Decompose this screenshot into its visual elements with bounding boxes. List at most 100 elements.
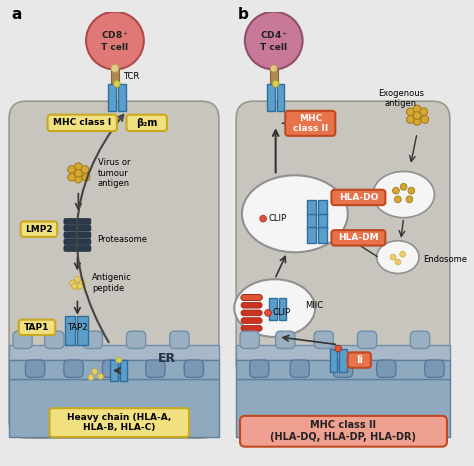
Bar bbox=[9, 360, 219, 379]
Bar bbox=[277, 84, 284, 111]
Circle shape bbox=[74, 276, 80, 282]
FancyBboxPatch shape bbox=[241, 295, 262, 301]
FancyBboxPatch shape bbox=[331, 230, 385, 246]
FancyBboxPatch shape bbox=[127, 115, 167, 131]
Circle shape bbox=[335, 345, 342, 352]
FancyBboxPatch shape bbox=[276, 331, 295, 349]
Text: CD8$^+$
T cell: CD8$^+$ T cell bbox=[101, 29, 129, 52]
FancyBboxPatch shape bbox=[64, 226, 91, 231]
FancyBboxPatch shape bbox=[240, 331, 259, 349]
Circle shape bbox=[413, 112, 421, 119]
Text: HLA-DO: HLA-DO bbox=[339, 193, 378, 202]
Text: CLIP: CLIP bbox=[273, 308, 291, 317]
Circle shape bbox=[98, 374, 103, 379]
Text: HLA-DM: HLA-DM bbox=[338, 233, 379, 242]
Bar bbox=[318, 227, 327, 243]
Circle shape bbox=[413, 105, 421, 113]
Circle shape bbox=[390, 254, 396, 260]
Text: LMP2: LMP2 bbox=[25, 225, 53, 233]
Circle shape bbox=[79, 280, 85, 286]
Bar bbox=[339, 349, 347, 371]
FancyBboxPatch shape bbox=[285, 111, 335, 136]
Ellipse shape bbox=[234, 279, 315, 337]
Circle shape bbox=[421, 116, 428, 123]
Text: Exogenous
antigen: Exogenous antigen bbox=[378, 89, 424, 108]
Circle shape bbox=[392, 187, 399, 194]
FancyBboxPatch shape bbox=[47, 115, 117, 131]
Bar bbox=[308, 227, 316, 243]
Bar bbox=[118, 84, 126, 111]
Ellipse shape bbox=[373, 171, 435, 218]
Text: MHC
class II: MHC class II bbox=[292, 114, 328, 133]
FancyBboxPatch shape bbox=[250, 360, 269, 377]
Bar bbox=[9, 379, 219, 437]
FancyBboxPatch shape bbox=[410, 331, 429, 349]
Bar bbox=[65, 316, 75, 345]
Circle shape bbox=[260, 215, 266, 222]
Bar bbox=[236, 379, 450, 437]
Text: Virus or
tumour
antigen: Virus or tumour antigen bbox=[98, 158, 130, 188]
Bar bbox=[279, 298, 286, 320]
Circle shape bbox=[74, 163, 82, 171]
FancyBboxPatch shape bbox=[26, 360, 45, 377]
Bar bbox=[267, 84, 274, 111]
FancyBboxPatch shape bbox=[64, 232, 91, 238]
Circle shape bbox=[272, 81, 279, 87]
Ellipse shape bbox=[377, 241, 419, 274]
Circle shape bbox=[270, 65, 277, 72]
Circle shape bbox=[400, 184, 407, 190]
FancyBboxPatch shape bbox=[127, 331, 146, 349]
Circle shape bbox=[86, 12, 144, 69]
Bar bbox=[9, 345, 219, 360]
FancyBboxPatch shape bbox=[314, 331, 333, 349]
FancyBboxPatch shape bbox=[331, 190, 385, 205]
Circle shape bbox=[245, 12, 302, 69]
Text: a: a bbox=[11, 7, 21, 22]
Circle shape bbox=[72, 283, 77, 289]
Text: β₂m: β₂m bbox=[136, 118, 157, 128]
FancyBboxPatch shape bbox=[146, 360, 165, 377]
Bar bbox=[111, 69, 119, 86]
Circle shape bbox=[70, 280, 75, 286]
FancyBboxPatch shape bbox=[49, 408, 189, 437]
Circle shape bbox=[395, 259, 401, 265]
Circle shape bbox=[400, 251, 406, 257]
Circle shape bbox=[413, 117, 421, 125]
FancyBboxPatch shape bbox=[348, 352, 371, 368]
Bar bbox=[110, 360, 118, 381]
Circle shape bbox=[81, 166, 89, 173]
FancyBboxPatch shape bbox=[83, 331, 102, 349]
Text: MIIC: MIIC bbox=[305, 301, 324, 310]
Circle shape bbox=[394, 196, 401, 203]
FancyBboxPatch shape bbox=[9, 101, 219, 438]
Circle shape bbox=[88, 375, 94, 380]
Circle shape bbox=[82, 173, 90, 181]
Bar bbox=[236, 345, 450, 360]
FancyBboxPatch shape bbox=[184, 360, 203, 377]
Bar bbox=[318, 200, 327, 216]
Text: MHC class II
(HLA-DQ, HLA-DP, HLA-DR): MHC class II (HLA-DQ, HLA-DP, HLA-DR) bbox=[270, 420, 416, 442]
Circle shape bbox=[74, 170, 82, 177]
FancyBboxPatch shape bbox=[357, 331, 377, 349]
Bar bbox=[269, 298, 277, 320]
FancyBboxPatch shape bbox=[64, 219, 91, 224]
Text: MHC class I: MHC class I bbox=[53, 118, 111, 127]
FancyBboxPatch shape bbox=[64, 239, 91, 245]
Circle shape bbox=[407, 116, 414, 123]
FancyBboxPatch shape bbox=[13, 331, 32, 349]
FancyBboxPatch shape bbox=[425, 360, 444, 377]
Bar bbox=[270, 69, 278, 86]
Circle shape bbox=[420, 108, 428, 116]
Bar bbox=[77, 316, 88, 345]
Bar bbox=[308, 200, 316, 216]
Bar bbox=[236, 360, 450, 379]
Bar bbox=[329, 349, 337, 371]
FancyBboxPatch shape bbox=[64, 360, 83, 377]
FancyBboxPatch shape bbox=[64, 246, 91, 251]
Text: Ii: Ii bbox=[356, 355, 363, 365]
FancyBboxPatch shape bbox=[170, 331, 189, 349]
Bar bbox=[318, 214, 327, 229]
FancyBboxPatch shape bbox=[241, 318, 262, 323]
FancyBboxPatch shape bbox=[241, 302, 262, 308]
FancyBboxPatch shape bbox=[377, 360, 396, 377]
